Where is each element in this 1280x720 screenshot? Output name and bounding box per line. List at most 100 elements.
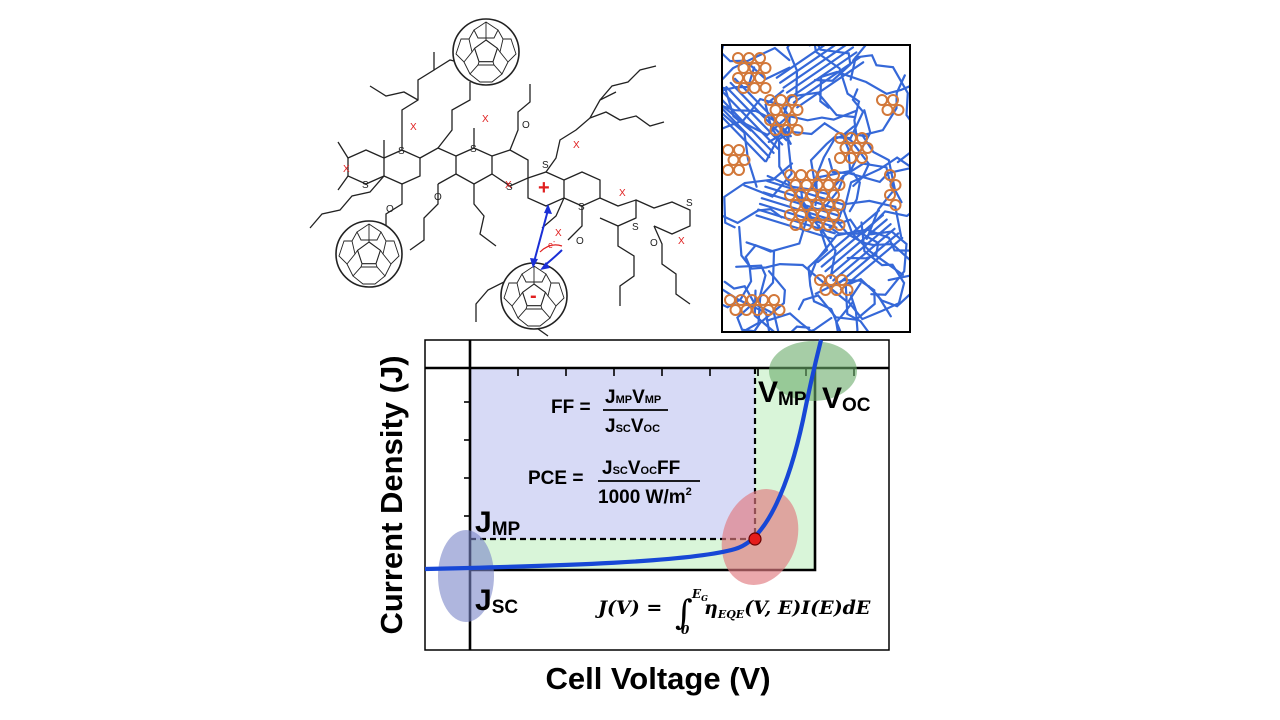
fullerene: [786, 94, 798, 106]
polymer-chain: [757, 208, 836, 235]
voc-label: VOC: [822, 382, 871, 416]
vmp-label: VMP: [758, 376, 807, 410]
polymer-chain: [765, 121, 871, 187]
fullerene: [892, 104, 905, 116]
jsc-highlight: [438, 530, 494, 622]
fullerene: [759, 82, 772, 94]
polymer-chain: [753, 289, 833, 332]
morphology-frame: [721, 44, 911, 333]
ff-lhs: FF =: [551, 397, 591, 418]
polymer-chain: [847, 221, 906, 321]
fullerene: [828, 169, 840, 181]
site-x: X: [505, 180, 512, 191]
backbone-bonds: [309, 52, 691, 337]
pce-denominator: 1000 W/m2: [598, 486, 692, 508]
pce-equation: PCE = JSCVOCFF 1000 W/m2: [528, 458, 700, 508]
fullerene: [836, 274, 848, 286]
polymer-chain: [836, 232, 900, 286]
atom-o: O: [576, 236, 584, 247]
fullerene: [833, 179, 846, 191]
polymer-chain: [722, 287, 811, 332]
polymer-chain: [808, 45, 814, 47]
polymer-chain: [839, 236, 904, 291]
polymer-chain: [808, 228, 910, 278]
fullerene: [887, 94, 899, 106]
polymer-chain: [824, 218, 888, 273]
negative-charge: -: [530, 285, 537, 307]
fullerene: [791, 104, 804, 116]
atom-s: S: [578, 202, 585, 213]
fullerene: [733, 144, 745, 156]
polymer-chain: [765, 312, 814, 332]
site-x: X: [619, 188, 626, 199]
polymer-chain: [735, 264, 787, 332]
jsc-label: JSC: [475, 584, 518, 618]
polymer-chain: [741, 241, 776, 332]
polymer-chain: [785, 46, 855, 94]
fullerene: [828, 189, 840, 201]
ff-numerator: JMPVMP: [605, 387, 661, 408]
site-x: X: [555, 228, 562, 239]
polymer-chain: [809, 88, 865, 196]
site-x: X: [343, 164, 350, 175]
ff-denominator: JSCVOC: [605, 416, 660, 437]
atom-s: S: [632, 222, 639, 233]
fullerene: [833, 219, 846, 231]
substitution-sites: X X X X X X X X: [343, 114, 685, 247]
fullerene-top: [452, 18, 520, 86]
ideal-rectangle: [470, 368, 817, 572]
electron-label: e-: [548, 239, 556, 250]
integral-lhs: J(V) =: [595, 597, 662, 619]
polymer-chain: [723, 280, 780, 332]
atom-o: O: [434, 192, 442, 203]
site-x: X: [678, 236, 685, 247]
fullerene: [889, 179, 902, 191]
fullerene: [841, 284, 854, 296]
polymer-chain: [789, 51, 858, 99]
polymer-chain: [722, 90, 779, 150]
polymer-chain: [792, 56, 861, 104]
fullerene: [833, 199, 846, 211]
polymer-chain: [819, 70, 910, 109]
polymer-chain: [816, 209, 881, 264]
integral-body: ηEQE(V, E)I(E)dE: [704, 597, 871, 621]
atom-labels: S S S S S S S S O O O O O: [362, 120, 693, 249]
blend-morphology-panel: [721, 44, 911, 333]
polymer-chain: [782, 45, 848, 89]
y-axis-title: Current Density (J): [374, 355, 409, 634]
polymer-chain: [807, 224, 842, 332]
fullerene: [768, 294, 780, 306]
atom-o: O: [522, 120, 530, 131]
fullerene: [786, 114, 798, 126]
current-integral-equation: J(V) = ∫ EG 0 ηEQE(V, E)I(E)dE: [595, 587, 871, 637]
fullerene: [884, 169, 896, 181]
site-x: X: [573, 140, 580, 151]
pce-lhs: PCE =: [528, 468, 583, 489]
site-x: X: [410, 122, 417, 133]
fullerene: [733, 164, 745, 176]
fullerene: [754, 72, 766, 84]
fullerene: [791, 124, 804, 136]
fullerene: [861, 142, 874, 154]
fill-factor-equation: FF = JMPVMP JSCVOC: [551, 387, 668, 437]
polymer-chain: [722, 98, 775, 154]
polymer-chain: [723, 162, 794, 229]
fullerene: [889, 199, 902, 211]
polymer-chain: [844, 277, 892, 332]
atom-o: O: [386, 204, 394, 215]
atom-s: S: [470, 144, 477, 155]
positive-charge: +: [538, 177, 550, 199]
atom-s: S: [362, 180, 369, 191]
polymer-chains: [722, 45, 910, 332]
fullerene: [738, 154, 751, 166]
fullerene: [884, 189, 896, 201]
atom-s: S: [686, 198, 693, 209]
fullerene: [856, 132, 868, 144]
fullerene: [759, 62, 772, 74]
fullerene-left: [335, 220, 403, 288]
jv-chart: JMP JSC VMP VOC FF = JMPVMP JSCVOC PCE =…: [424, 339, 890, 651]
polymer-chain: [738, 225, 848, 302]
polymer-chain: [828, 223, 892, 277]
pce-numerator: JSCVOCFF: [602, 458, 680, 479]
